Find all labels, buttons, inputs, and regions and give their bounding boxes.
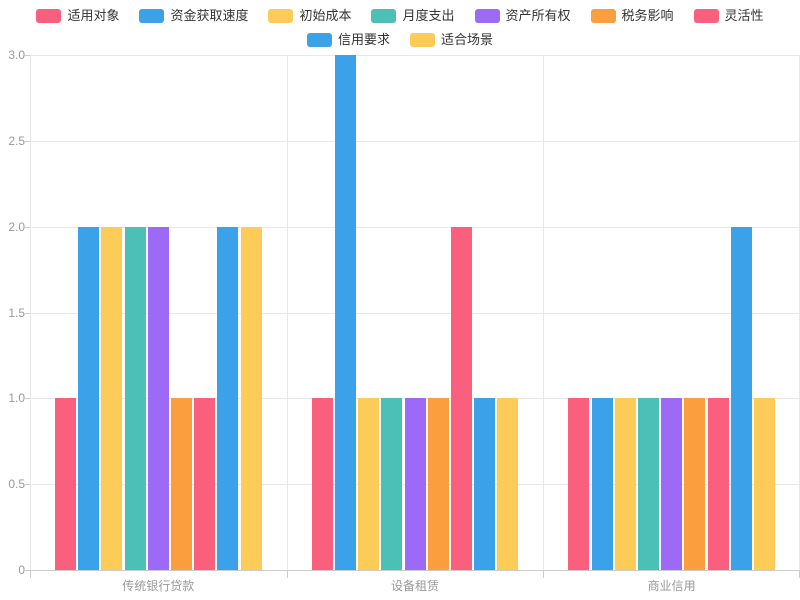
y-axis-tick (25, 140, 30, 142)
x-axis-tick (30, 570, 31, 578)
y-axis-label: 2.5 (8, 133, 25, 148)
bar-series-6-cat-1 (450, 226, 472, 570)
legend-label: 信用要求 (337, 32, 390, 47)
x-category-label: 传统银行贷款 (122, 579, 195, 593)
legend-label: 资产所有权 (505, 8, 571, 23)
x-axis-tick (286, 570, 288, 578)
x-axis-line (25, 570, 800, 571)
bar-series-8-cat-1 (497, 398, 519, 570)
legend-swatch-icon (410, 32, 435, 47)
x-splitline (543, 55, 545, 570)
bar-series-8-cat-2 (754, 398, 775, 570)
bar-series-1-cat-2 (591, 398, 613, 570)
y-axis-tick (25, 570, 30, 571)
bar-series-0-cat-2 (568, 398, 590, 570)
x-splitline (30, 55, 31, 570)
y-axis-label: 1.5 (8, 305, 25, 320)
legend-swatch-icon (306, 32, 332, 47)
legend-label: 初始成本 (299, 8, 352, 23)
legend-label: 灵活性 (724, 8, 764, 23)
legend-swatch-icon (371, 8, 397, 23)
bar-series-0-cat-1 (311, 398, 333, 570)
y-axis-label: 3.0 (8, 48, 25, 62)
legend-swatch-icon (474, 8, 500, 23)
bar-series-7-cat-0 (217, 226, 239, 570)
bar-series-1-cat-0 (78, 226, 100, 570)
legend-swatch-icon (139, 8, 165, 23)
y-axis-label: 0 (18, 563, 25, 577)
y-gridline (30, 140, 800, 142)
bar-series-6-cat-2 (707, 398, 729, 570)
legend-swatch-icon (590, 8, 616, 23)
legend-item-5[interactable]: 税务影响 (590, 8, 674, 23)
bar-series-4-cat-0 (147, 226, 169, 570)
legend-item-7[interactable]: 信用要求 (306, 32, 390, 47)
legend-item-3[interactable]: 月度支出 (371, 8, 455, 23)
bar-series-0-cat-0 (55, 398, 76, 570)
y-axis-tick (25, 55, 30, 56)
legend-row-bottom: 信用要求 适合场景 (0, 32, 800, 47)
bar-series-5-cat-1 (427, 398, 449, 570)
bar-series-5-cat-0 (171, 398, 192, 570)
legend-row-top: 适用对象 资金获取速度 初始成本 月度支出 资产所有权 税务影响 灵活性 (0, 8, 800, 23)
bar-series-5-cat-2 (684, 398, 706, 570)
x-category-label: 设备租赁 (390, 579, 439, 593)
y-axis-tick (25, 484, 30, 486)
legend-item-4[interactable]: 资产所有权 (474, 8, 571, 23)
bar-series-8-cat-0 (240, 226, 262, 570)
y-gridline (30, 226, 800, 228)
bar-series-2-cat-1 (358, 398, 380, 570)
legend-item-6[interactable]: 灵活性 (693, 8, 764, 23)
legend-label: 税务影响 (621, 8, 674, 23)
legend-item-0[interactable]: 适用对象 (36, 8, 119, 23)
x-splitline (286, 55, 288, 570)
bar-series-3-cat-1 (381, 398, 403, 570)
y-axis-label: 1.0 (8, 391, 25, 406)
bar-series-2-cat-2 (614, 398, 636, 570)
legend-label: 适合场景 (441, 32, 494, 47)
bar-series-7-cat-2 (730, 226, 752, 570)
legend-item-8[interactable]: 适合场景 (410, 32, 493, 47)
legend-item-1[interactable]: 资金获取速度 (139, 8, 248, 23)
bar-series-7-cat-1 (474, 398, 496, 570)
bar-series-3-cat-0 (124, 226, 146, 570)
legend-swatch-icon (268, 8, 294, 23)
legend-label: 月度支出 (402, 8, 455, 23)
bar-series-4-cat-2 (661, 398, 683, 570)
chart-legend: 适用对象 资金获取速度 初始成本 月度支出 资产所有权 税务影响 灵活性 信用要求 适合场景 (0, 8, 800, 47)
legend-swatch-icon (36, 8, 62, 23)
bar-series-4-cat-1 (404, 398, 426, 570)
bar-series-2-cat-0 (101, 226, 123, 570)
y-axis-tick (25, 226, 30, 228)
x-category-label: 商业信用 (647, 579, 696, 593)
y-gridline (30, 312, 800, 314)
legend-swatch-icon (693, 8, 719, 23)
y-axis-tick (25, 312, 30, 314)
y-axis-tick (25, 398, 30, 400)
y-axis-label: 2.0 (8, 219, 25, 234)
legend-label: 资金获取速度 (170, 8, 249, 23)
bar-series-6-cat-0 (194, 398, 216, 570)
legend-item-2[interactable]: 初始成本 (268, 8, 351, 23)
bar-series-1-cat-1 (334, 55, 356, 570)
y-axis-label: 0.5 (8, 477, 25, 492)
legend-label: 适用对象 (67, 8, 120, 23)
x-axis-tick (543, 570, 545, 578)
y-gridline (30, 55, 800, 56)
bar-series-3-cat-2 (638, 398, 659, 570)
